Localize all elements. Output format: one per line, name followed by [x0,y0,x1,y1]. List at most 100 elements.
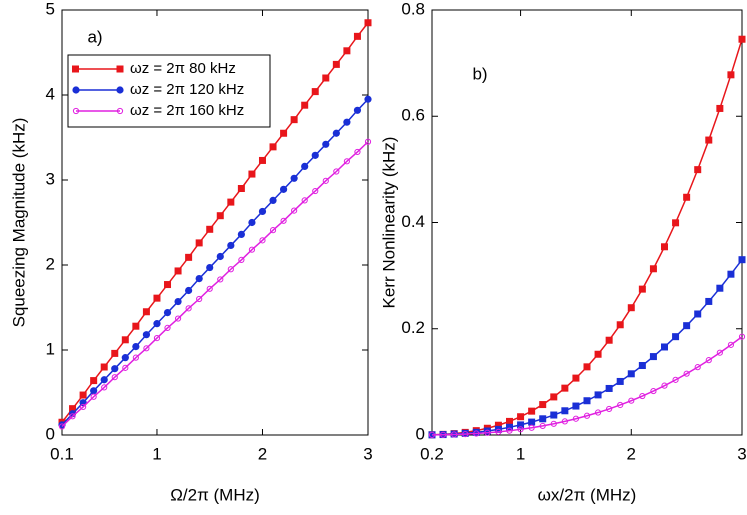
marker [100,376,108,384]
y-tick-label: 0.4 [401,212,425,231]
marker [163,309,172,317]
marker [174,315,182,322]
marker [312,187,319,195]
series-line [431,259,743,436]
y-axis-label: Kerr Nonlinearity (kHz) [379,137,398,309]
marker [583,363,591,371]
marker [227,266,234,273]
marker [280,217,287,224]
marker [258,156,266,164]
marker [322,74,330,82]
x-axis-label: ωx/2π (MHz) [538,485,637,504]
marker [672,376,679,383]
marker [506,417,513,425]
marker [627,304,635,312]
marker [216,252,224,261]
marker [639,392,646,400]
marker [290,174,298,182]
marker [343,118,351,126]
marker [594,391,602,399]
marker [561,384,569,392]
marker [683,370,690,377]
y-tick-label: 5 [46,0,55,18]
marker [364,19,372,27]
marker [174,267,182,275]
marker [517,426,524,433]
marker [132,354,139,361]
series-line [431,336,743,436]
y-tick-label: 0 [416,424,425,443]
marker [539,401,547,409]
legend-marker [72,107,80,115]
marker [472,428,480,436]
marker [683,322,691,330]
marker [649,353,657,361]
marker [248,218,256,227]
y-tick-label: 0.8 [401,0,425,18]
y-tick-label: 0.2 [401,318,425,337]
marker [462,430,469,438]
marker [227,241,235,250]
marker [322,177,329,184]
marker [550,411,558,419]
marker [353,32,361,40]
marker [672,219,680,227]
marker [332,60,340,68]
marker [517,413,525,421]
x-tick-label: 1 [152,444,161,463]
marker [153,320,161,328]
marker [259,237,266,244]
marker [494,421,502,429]
marker [269,227,277,234]
marker [122,364,129,371]
series [428,35,746,439]
marker [69,405,77,413]
marker [550,420,557,427]
y-tick-label: 0 [46,424,55,443]
marker [132,343,140,351]
marker [132,322,140,330]
marker [185,286,193,295]
marker [661,382,668,389]
y-tick-label: 1 [46,339,55,358]
marker [332,129,340,137]
marker [649,265,657,273]
panel-label: a) [87,27,102,46]
marker [605,384,613,392]
marker [594,350,602,358]
marker [100,363,108,371]
marker [428,431,436,438]
marker [727,71,735,79]
marker [550,393,558,401]
marker [483,427,491,435]
marker [727,341,735,348]
marker [661,343,668,351]
marker [627,370,635,378]
series-line [431,38,743,436]
series [58,138,372,430]
marker [572,402,580,410]
marker [111,365,119,373]
x-axis-label: Ω/2π (MHz) [170,485,260,504]
plot-frame [431,9,743,436]
series-line [61,98,369,426]
marker [561,407,569,415]
marker [705,297,713,305]
x-tick-label: 0.2 [420,444,444,463]
legend-marker [116,65,124,73]
series [428,333,746,438]
marker [185,305,192,312]
marker [705,357,712,364]
x-tick-label: 0.1 [50,444,74,463]
marker [142,331,151,339]
marker [291,207,298,214]
marker [185,253,193,261]
marker [195,275,203,283]
marker [727,270,735,278]
marker [280,129,288,137]
marker [605,336,613,344]
marker [269,196,277,204]
marker [364,95,372,103]
marker [506,423,513,431]
